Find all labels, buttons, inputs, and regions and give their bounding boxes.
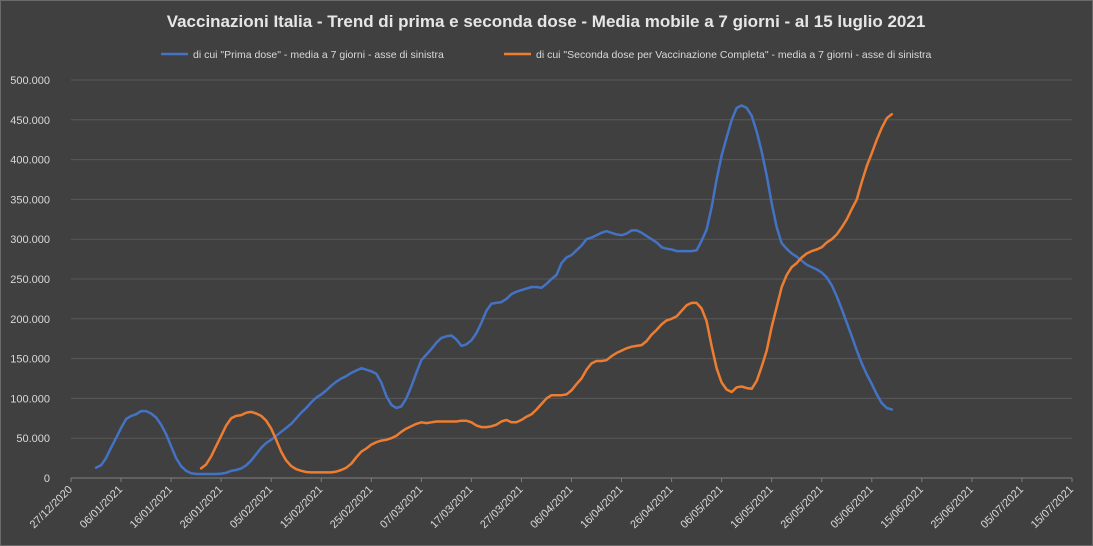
y-tick-label: 350.000 — [10, 194, 50, 206]
x-tick-label: 07/03/2021 — [378, 484, 425, 531]
x-tick-label: 06/05/2021 — [678, 484, 725, 531]
y-tick-label: 250.000 — [10, 274, 50, 286]
x-tick-label: 27/03/2021 — [478, 484, 525, 531]
y-tick-label: 50.000 — [16, 433, 50, 445]
chart-title: Vaccinazioni Italia - Trend di prima e s… — [167, 12, 926, 31]
y-axis-ticks: 0 50.000 100.000 150.000 200.000 250.000 300.0… — [10, 75, 50, 485]
legend-label-seconda-dose: di cui "Seconda dose per Vaccinazione Co… — [536, 49, 932, 61]
x-tick-label: 26/05/2021 — [778, 484, 825, 531]
y-tick-label: 300.000 — [10, 234, 50, 246]
series-lines — [94, 104, 894, 476]
series-line-seconda-dose — [199, 112, 894, 474]
legend-label-prima-dose: di cui "Prima dose" - media a 7 giorni -… — [193, 49, 444, 61]
y-tick-label: 450.000 — [10, 115, 50, 127]
y-tick-label: 500.000 — [10, 75, 50, 87]
x-tick-label: 16/04/2021 — [578, 484, 625, 531]
x-tick-label: 25/06/2021 — [929, 484, 976, 531]
x-tick-label: 16/01/2021 — [128, 484, 175, 531]
x-tick-label: 26/01/2021 — [178, 484, 225, 531]
gridlines — [71, 79, 1072, 439]
legend: di cui "Prima dose" - media a 7 giorni -… — [161, 49, 932, 61]
x-tick-label: 15/07/2021 — [1029, 484, 1076, 531]
x-tick-label: 15/02/2021 — [278, 484, 325, 531]
y-tick-label: 400.000 — [10, 155, 50, 167]
x-tick-label: 05/06/2021 — [829, 484, 876, 531]
x-tick-label: 25/02/2021 — [328, 484, 375, 531]
x-tick-label: 27/12/2020 — [28, 484, 75, 531]
series-line-prima-dose — [94, 104, 894, 476]
y-tick-label: 100.000 — [10, 393, 50, 405]
x-tick-label: 26/04/2021 — [628, 484, 675, 531]
x-tick-label: 05/02/2021 — [228, 484, 275, 531]
x-tick-label: 06/01/2021 — [78, 484, 125, 531]
x-tick-label: 15/06/2021 — [879, 484, 926, 531]
x-tick-label: 17/03/2021 — [428, 484, 475, 531]
x-tick-label: 05/07/2021 — [979, 484, 1026, 531]
y-tick-label: 150.000 — [10, 354, 50, 366]
y-tick-label: 200.000 — [10, 314, 50, 326]
x-tick-label: 16/05/2021 — [728, 484, 775, 531]
x-axis-ticks: 27/12/2020 06/01/2021 16/01/2021 26/01/2021… — [28, 478, 1076, 531]
x-tick-label: 06/04/2021 — [528, 484, 575, 531]
y-tick-label: 0 — [44, 473, 50, 485]
